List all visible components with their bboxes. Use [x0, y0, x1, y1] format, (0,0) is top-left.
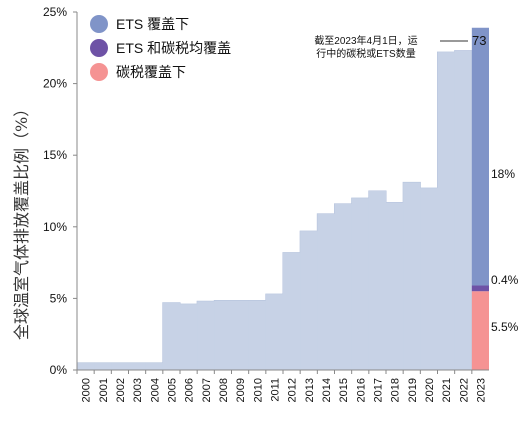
bar-2001	[94, 362, 112, 370]
x-tick-label-2006: 2006	[184, 378, 196, 402]
bar-2023-ets	[471, 27, 489, 286]
legend-item-ets: ETS 覆盖下	[90, 12, 231, 36]
y-tick-label-15: 15%	[43, 148, 67, 162]
y-axis-title: 全球温室气体排放覆盖比例（%）	[12, 100, 31, 340]
x-tick-label-2016: 2016	[355, 378, 367, 402]
annotation-count: 73	[472, 33, 487, 48]
x-tick-label-2010: 2010	[252, 378, 264, 402]
pct-label-ets: 18%	[491, 167, 516, 181]
bar-2005	[162, 302, 180, 370]
bar-2012	[283, 252, 301, 370]
x-tick-label-2015: 2015	[338, 378, 350, 402]
x-tick-label-2021: 2021	[441, 378, 453, 402]
y-tick-label-20: 20%	[43, 77, 67, 91]
bar-2015	[334, 203, 352, 370]
bar-2014	[317, 213, 335, 370]
y-tick-label-10: 10%	[43, 220, 67, 234]
x-tick-label-2019: 2019	[407, 378, 419, 402]
legend-swatch-tax	[90, 63, 108, 81]
x-tick-label-2008: 2008	[218, 378, 230, 402]
bar-2007	[197, 301, 215, 370]
bar-2008	[214, 300, 232, 370]
x-tick-label-2005: 2005	[166, 378, 178, 402]
x-tick-label-2001: 2001	[98, 378, 110, 402]
bar-2013	[300, 231, 318, 370]
x-tick-label-2022: 2022	[458, 378, 470, 402]
legend-label-both: ETS 和碳税均覆盖	[116, 40, 232, 56]
bar-2004	[145, 362, 163, 370]
legend-swatch-both	[90, 39, 108, 57]
bar-2017	[368, 191, 386, 370]
legend-swatch-ets	[90, 15, 108, 33]
pct-label-both: 0.4%	[491, 273, 519, 287]
x-tick-label-2014: 2014	[321, 378, 333, 402]
annotation: 截至2023年4月1日，运 行中的碳税或ETS数量	[296, 35, 436, 61]
annotation-line-1: 截至2023年4月1日，运	[314, 36, 418, 47]
bar-2010	[248, 300, 266, 370]
bar-2003	[128, 362, 146, 370]
legend-label-ets: ETS 覆盖下	[116, 16, 190, 32]
x-tick-label-2004: 2004	[149, 378, 161, 402]
x-tick-label-2018: 2018	[390, 378, 402, 402]
x-tick-label-2020: 2020	[424, 378, 436, 402]
pct-label-tax: 5.5%	[491, 320, 519, 334]
bar-2006	[180, 304, 198, 370]
legend-item-both: ETS 和碳税均覆盖	[90, 36, 231, 60]
legend-item-tax: 碳税覆盖下	[90, 60, 231, 84]
y-tick-label-0: 0%	[50, 363, 68, 377]
x-tick-label-2009: 2009	[235, 378, 247, 402]
x-tick-label-2003: 2003	[132, 378, 144, 402]
bar-2018	[386, 202, 404, 370]
legend-label-tax: 碳税覆盖下	[116, 64, 186, 80]
y-tick-label-25: 25%	[43, 5, 67, 19]
bar-2022	[454, 50, 472, 370]
y-axis-title-wrap: 全球温室气体排放覆盖比例（%）	[0, 0, 40, 423]
x-tick-label-2012: 2012	[287, 378, 299, 402]
legend: ETS 覆盖下 ETS 和碳税均覆盖 碳税覆盖下	[90, 12, 231, 84]
bar-2023-both	[471, 285, 489, 292]
bar-2009	[231, 300, 249, 370]
bar-2016	[351, 198, 369, 370]
x-tick-label-2017: 2017	[372, 378, 384, 402]
bar-2011	[265, 294, 283, 370]
bar-2019	[403, 182, 421, 370]
bar-2023-tax	[471, 291, 489, 370]
bar-2002	[111, 362, 129, 370]
annotation-line-2: 行中的碳税或ETS数量	[316, 49, 416, 60]
x-tick-label-2007: 2007	[201, 378, 213, 402]
bar-2000	[77, 362, 95, 370]
x-tick-label-2000: 2000	[81, 378, 93, 402]
x-tick-label-2002: 2002	[115, 378, 127, 402]
x-tick-label-2023: 2023	[475, 378, 487, 402]
x-tick-label-2013: 2013	[304, 378, 316, 402]
x-tick-label-2011: 2011	[269, 378, 281, 402]
y-tick-label-5: 5%	[50, 291, 68, 305]
bar-2021	[437, 52, 455, 370]
bar-2020	[420, 188, 438, 370]
